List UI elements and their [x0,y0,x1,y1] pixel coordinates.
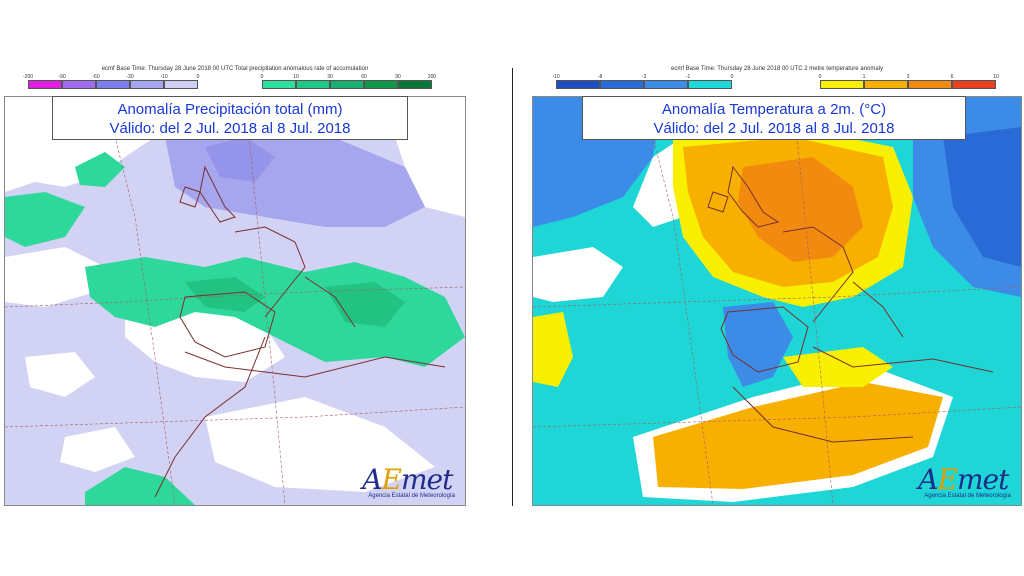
logo-letter: A [362,463,382,496]
precipitation-title-box: Anomalía Precipitación total (mm) Válido… [52,96,408,140]
legend-tick: -90 [58,74,66,80]
panel-divider [512,68,513,506]
legend-swatch [908,80,952,89]
legend-tick: 0 [260,74,264,80]
legend-tick: 10 [293,74,299,80]
precipitation-header: ecmf Base Time: Thursday 28 June 2018 00… [101,66,369,72]
legend-tick: 0 [196,74,200,80]
legend-tick: 90 [395,74,401,80]
legend-swatch [952,80,996,89]
legend-tick: 0 [818,74,822,80]
logo-letter: E [381,463,402,496]
temperature-anomaly-panel: ecmf Base Time: Thursday 28 June 2018 00… [532,66,1022,506]
legend-swatch [556,80,600,89]
precipitation-anomaly-panel: ecmf Base Time: Thursday 28 June 2018 00… [4,66,466,506]
precipitation-validity: Válido: del 2 Jul. 2018 al 8 Jul. 2018 [109,120,351,137]
legend-tick: 6 [950,74,954,80]
legend-swatch [296,80,330,89]
legend-tick: 1 [862,74,866,80]
legend-tick: 200 [427,74,437,80]
precipitation-map: AEmet Agencia Estatal de Meteorología [4,96,466,506]
legend-swatch [262,80,296,89]
logo-subtitle: Agencia Estatal de Meteorología [924,493,1011,499]
legend-tick: -1 [685,74,691,80]
legend-tick: -60 [92,74,100,80]
legend-tick: -3 [641,74,647,80]
precipitation-legend-negative: -200 -90 -60 -30 -10 0 [22,74,206,94]
temperature-map-canvas [533,97,1021,505]
temperature-legend-positive: 0 1 3 6 10 [818,74,999,94]
logo-letter: met [956,463,1009,496]
legend-swatch [600,80,644,89]
logo-letter: A [918,463,938,496]
precipitation-map-canvas [5,97,465,505]
legend-tick: -200 [22,74,34,80]
precipitation-legend-positive: 0 10 30 60 90 200 [260,74,440,94]
legend-tick: -8 [597,74,603,80]
logo-letter: met [400,463,453,496]
legend-swatch [62,80,96,89]
legend-tick: 30 [327,74,333,80]
legend-tick: 3 [906,74,910,80]
legend-tick: -30 [126,74,134,80]
legend-tick: -10 [552,74,560,80]
legend-swatch [820,80,864,89]
precipitation-title: Anomalía Precipitación total (mm) [117,101,343,118]
aemet-logo: AEmet Agencia Estatal de Meteorología [918,466,1011,500]
temperature-header: ecmf Base Time: Thursday 28 June 2018 00… [671,66,883,72]
temperature-map: AEmet Agencia Estatal de Meteorología [532,96,1022,506]
logo-subtitle: Agencia Estatal de Meteorología [368,493,455,499]
legend-swatch [28,80,62,89]
legend-swatch [364,80,398,89]
legend-swatch [330,80,364,89]
temperature-title-box: Anomalía Temperatura a 2m. (°C) Válido: … [582,96,966,140]
legend-tick: 60 [361,74,367,80]
legend-swatch [96,80,130,89]
legend-swatch [130,80,164,89]
legend-swatch [398,80,432,89]
legend-tick: 10 [993,74,999,80]
legend-swatch [164,80,198,89]
legend-swatch [688,80,732,89]
logo-letter: E [937,463,958,496]
temperature-legend-negative: -10 -8 -3 -1 0 [552,74,734,94]
legend-tick: 0 [730,74,734,80]
temperature-validity: Válido: del 2 Jul. 2018 al 8 Jul. 2018 [653,120,895,137]
legend-swatch [644,80,688,89]
legend-tick: -10 [160,74,168,80]
temperature-title: Anomalía Temperatura a 2m. (°C) [661,101,887,118]
legend-swatch [864,80,908,89]
aemet-logo: AEmet Agencia Estatal de Meteorología [362,466,455,500]
